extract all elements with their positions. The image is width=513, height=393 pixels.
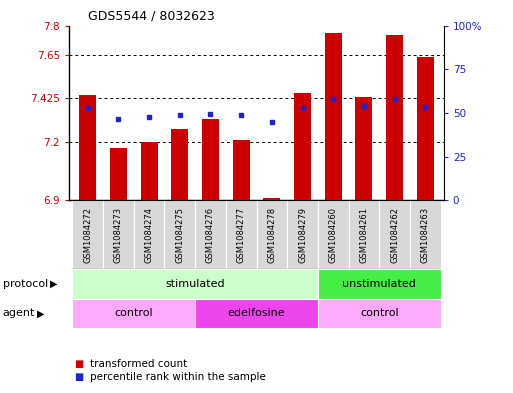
Text: percentile rank within the sample: percentile rank within the sample (90, 372, 266, 382)
Bar (79, 95, 96, 200)
Bar (386, 35, 403, 200)
Bar (195, 299, 318, 328)
Text: ▶: ▶ (50, 279, 58, 289)
Text: GSM1084273: GSM1084273 (114, 207, 123, 263)
Bar (263, 198, 280, 200)
Text: control: control (360, 309, 399, 318)
Bar (171, 129, 188, 200)
Bar (417, 57, 434, 200)
Bar (134, 200, 164, 269)
Text: GSM1084276: GSM1084276 (206, 207, 215, 263)
Bar (72, 269, 318, 299)
Text: GSM1084279: GSM1084279 (298, 207, 307, 263)
Bar (318, 269, 441, 299)
Text: transformed count: transformed count (90, 358, 187, 369)
Bar (72, 200, 103, 269)
Bar (72, 299, 195, 328)
Bar (318, 299, 441, 328)
Bar (195, 200, 226, 269)
Bar (202, 119, 219, 200)
Bar (325, 33, 342, 200)
Bar (103, 200, 134, 269)
Text: ▶: ▶ (37, 309, 45, 318)
Bar (141, 142, 157, 200)
Bar (226, 200, 256, 269)
Text: protocol: protocol (3, 279, 48, 289)
Bar (256, 200, 287, 269)
Text: stimulated: stimulated (165, 279, 225, 289)
Bar (318, 200, 349, 269)
Text: unstimulated: unstimulated (342, 279, 416, 289)
Text: agent: agent (3, 309, 35, 318)
Text: ■: ■ (74, 372, 84, 382)
Text: GSM1084260: GSM1084260 (329, 207, 338, 263)
Bar (379, 200, 410, 269)
Bar (110, 148, 127, 200)
Text: GSM1084262: GSM1084262 (390, 207, 399, 263)
Text: ■: ■ (74, 358, 84, 369)
Text: GSM1084263: GSM1084263 (421, 207, 430, 263)
Text: GSM1084274: GSM1084274 (145, 207, 153, 263)
Text: edelfosine: edelfosine (228, 309, 285, 318)
Text: GSM1084261: GSM1084261 (360, 207, 368, 263)
Bar (356, 97, 372, 200)
Text: GSM1084275: GSM1084275 (175, 207, 184, 263)
Bar (349, 200, 379, 269)
Bar (287, 200, 318, 269)
Text: GSM1084272: GSM1084272 (83, 207, 92, 263)
Text: GSM1084278: GSM1084278 (267, 207, 277, 263)
Bar (164, 200, 195, 269)
Text: GSM1084277: GSM1084277 (236, 207, 246, 263)
Text: control: control (114, 309, 153, 318)
Bar (410, 200, 441, 269)
Bar (233, 140, 250, 200)
Text: GDS5544 / 8032623: GDS5544 / 8032623 (88, 10, 215, 23)
Bar (294, 93, 311, 200)
